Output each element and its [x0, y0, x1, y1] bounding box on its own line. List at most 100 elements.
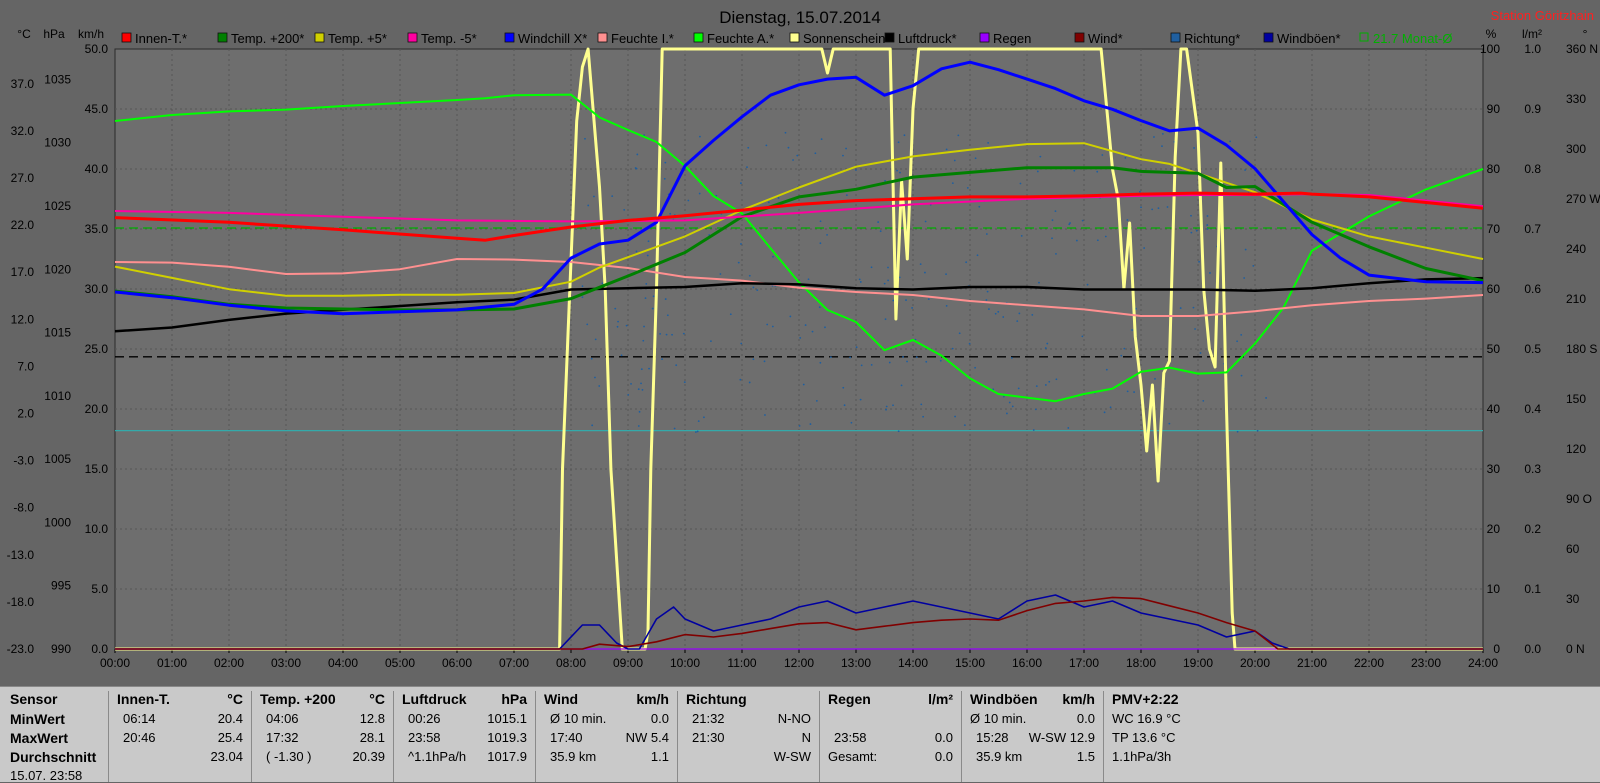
direction-point	[1206, 228, 1209, 230]
y-tick-label: 0	[1493, 642, 1500, 656]
direction-point	[752, 358, 755, 361]
legend-swatch	[217, 32, 228, 43]
direction-point	[1019, 182, 1022, 185]
panel-title: PMV+2:22	[1112, 691, 1179, 707]
avg-note: ^1.1hPa/h	[408, 749, 467, 764]
direction-point	[637, 425, 640, 427]
legend-swatch	[504, 32, 515, 43]
direction-point	[771, 325, 774, 328]
direction-point	[896, 169, 898, 172]
statistics-table: Sensor MinWert MaxWert Durchschnitt 15.0…	[0, 686, 1600, 783]
direction-point	[581, 285, 584, 288]
y-tick-label: 10.0	[85, 522, 109, 536]
direction-point	[748, 274, 751, 277]
panel-unit: km/h	[636, 691, 669, 707]
min-value: 0.0	[1076, 711, 1095, 726]
y-tick-label: 40.0	[85, 162, 109, 176]
avg-value: 1.5	[1076, 749, 1095, 764]
direction-point	[811, 330, 814, 333]
direction-point	[630, 382, 632, 385]
panel-unit: km/h	[1062, 691, 1095, 707]
direction-point	[915, 356, 918, 359]
direction-point	[809, 423, 812, 425]
direction-point	[919, 263, 922, 265]
y-tick-label: 0.3	[1524, 462, 1541, 476]
direction-point	[593, 195, 595, 198]
stats-panel-windboeen: Windböen km/h Ø 10 min. 0.0 15:28 W-SW 1…	[961, 691, 1103, 782]
direction-point	[671, 333, 673, 336]
direction-point	[1240, 374, 1243, 377]
stats-panel-regen: Regen l/m² 23:58 0.0 Gesamt: 0.0	[819, 691, 961, 782]
direction-point	[698, 192, 701, 195]
series-line-feuchte-i	[114, 258, 1484, 317]
y-tick-label: 60	[1487, 282, 1501, 296]
y-tick-label: 30.0	[85, 282, 109, 296]
legend-swatch	[884, 32, 895, 43]
x-tick-label: 17:00	[1069, 656, 1099, 670]
direction-point	[710, 340, 712, 343]
y-tick-label: -8.0	[13, 501, 34, 515]
direction-point	[1034, 408, 1037, 411]
direction-point	[1265, 397, 1267, 399]
max-time: 17:32	[266, 730, 299, 745]
direction-point	[620, 354, 623, 357]
direction-point	[625, 324, 628, 327]
direction-point	[1126, 219, 1129, 221]
x-tick-label: 18:00	[1126, 656, 1156, 670]
direction-point	[897, 430, 900, 433]
panel-title: Regen	[828, 691, 871, 707]
x-tick-label: 14:00	[898, 656, 928, 670]
direction-point	[902, 356, 904, 358]
direction-point	[842, 154, 844, 157]
direction-point	[661, 358, 663, 361]
direction-point	[627, 393, 630, 396]
direction-point	[1124, 157, 1127, 159]
direction-point	[646, 254, 649, 257]
legend-label: Windchill X*	[518, 31, 587, 46]
y-tick-label: 1.0	[1524, 42, 1541, 56]
direction-point	[586, 323, 589, 326]
avg-value: 1.1	[650, 749, 669, 764]
y-tick-label: 17.0	[11, 265, 35, 279]
direction-point	[887, 279, 889, 282]
direction-point	[766, 323, 769, 326]
direction-point	[747, 146, 750, 149]
direction-point	[877, 221, 880, 223]
avg-note: 35.9 km	[976, 749, 1023, 764]
direction-point	[663, 177, 666, 180]
direction-point	[1038, 281, 1040, 284]
direction-point	[892, 299, 895, 302]
y-tick-label: 60	[1566, 542, 1580, 556]
direction-point	[829, 356, 832, 359]
stats-panel-richtung: Richtung 21:32 N-NO 21:30 N W-SW	[677, 691, 819, 782]
series-line-sonnenschein	[115, 47, 1483, 651]
x-tick-label: 19:00	[1183, 656, 1213, 670]
direction-point	[1120, 354, 1123, 357]
y-tick-label: 27.0	[11, 171, 35, 185]
direction-point	[590, 357, 593, 360]
panel-title: Temp. +200	[260, 691, 336, 707]
direction-point	[951, 182, 954, 185]
y-tick-label: 80	[1487, 162, 1501, 176]
direction-point	[636, 153, 639, 156]
direction-point	[1168, 422, 1171, 425]
y-tick-label: 10	[1487, 582, 1501, 596]
y-tick-label: 1025	[44, 199, 71, 213]
direction-point	[787, 146, 790, 149]
direction-point	[968, 342, 971, 345]
direction-point	[925, 360, 928, 363]
direction-point	[906, 360, 908, 363]
min-value: 20.4	[217, 711, 243, 726]
y-tick-label: 15.0	[85, 462, 109, 476]
legend-swatch	[979, 32, 990, 43]
panel-unit: hPa	[501, 691, 527, 707]
max-value: 0.0	[934, 730, 953, 745]
direction-point	[954, 415, 956, 418]
direction-point	[594, 376, 596, 379]
direction-point	[1193, 147, 1195, 149]
direction-point	[1101, 154, 1104, 156]
y-tick-label: 50.0	[85, 42, 109, 56]
direction-point	[1229, 140, 1232, 143]
x-tick-label: 13:00	[841, 656, 871, 670]
y-tick-label: 150	[1566, 392, 1586, 406]
